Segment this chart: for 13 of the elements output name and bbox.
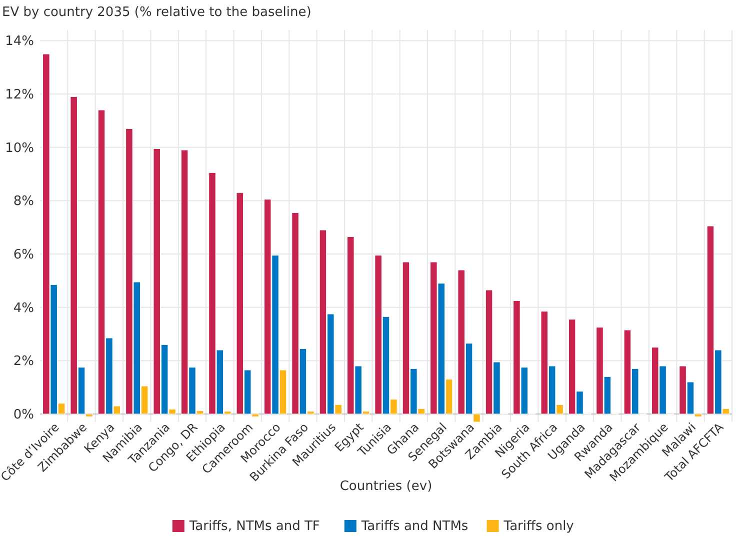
y-tick-label: 6%: [13, 248, 34, 263]
legend-label: Tariffs only: [502, 519, 574, 534]
y-tick-label: 12%: [5, 88, 34, 103]
y-tick-label: 2%: [13, 354, 34, 370]
y-tick-label: 14%: [5, 34, 34, 50]
legend-label: Tariffs and NTMs: [360, 519, 468, 534]
x-axis-title: Countries (ev): [340, 479, 432, 494]
chart-title: EV by country 2035 (% relative to the baseline): [2, 5, 312, 20]
legend-label: Tariffs, NTMs and TF: [188, 519, 320, 534]
y-tick-label: 4%: [13, 300, 34, 316]
y-tick-label: 10%: [5, 140, 34, 156]
y-tick-label: 0%: [13, 408, 34, 423]
y-tick-label: 8%: [13, 194, 34, 210]
